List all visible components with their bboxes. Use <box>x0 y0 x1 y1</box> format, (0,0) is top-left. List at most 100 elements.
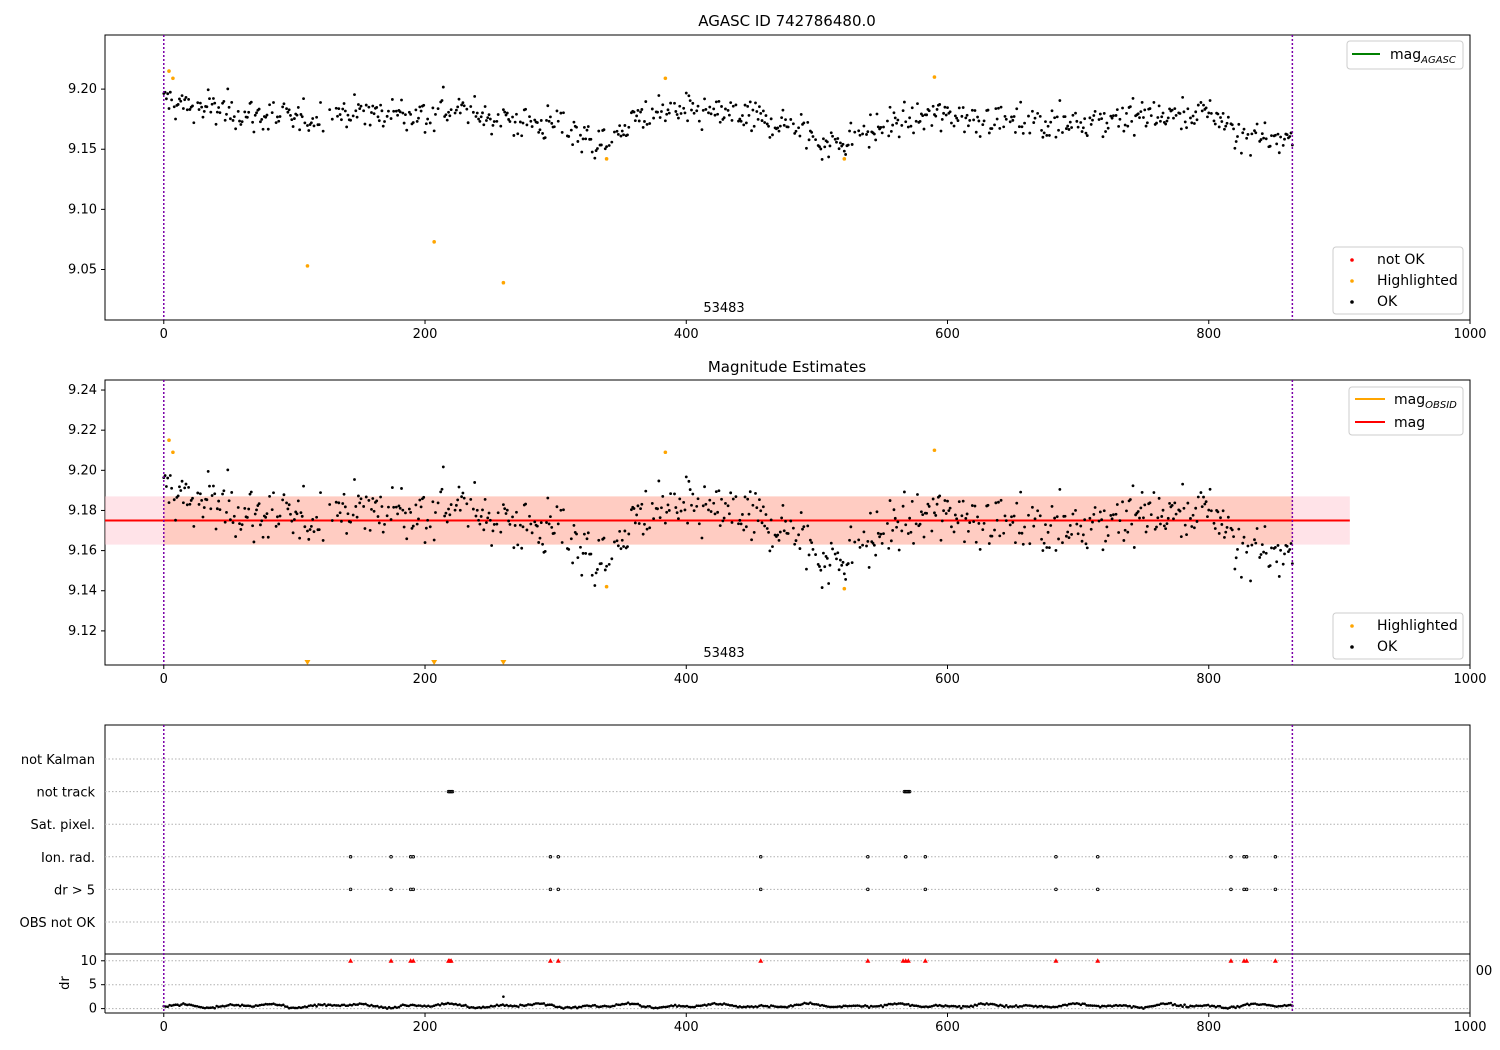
dr-point <box>554 1005 557 1009</box>
ok-point <box>1068 120 1072 124</box>
ok-point <box>752 531 756 534</box>
dr-point <box>1183 1003 1186 1006</box>
ok-point <box>1085 546 1089 550</box>
dr-point <box>718 1002 722 1006</box>
flag-point <box>1229 887 1233 892</box>
ok-point <box>278 115 282 118</box>
ok-point <box>734 495 738 499</box>
dr-point <box>1026 1004 1030 1007</box>
ok-point <box>1194 110 1198 114</box>
ok-point <box>771 545 774 549</box>
ok-point <box>1263 121 1267 125</box>
ok-point <box>626 545 629 549</box>
ok-point <box>516 543 520 547</box>
dr-point <box>840 1005 844 1009</box>
ok-point <box>359 104 363 108</box>
dr-point <box>677 1004 681 1007</box>
ok-point <box>405 128 409 132</box>
panel2-title: Magnitude Estimates <box>708 358 866 376</box>
ok-point <box>334 500 338 504</box>
ok-point <box>428 121 432 125</box>
dr-point <box>1099 1005 1102 1009</box>
ok-point <box>560 130 564 134</box>
ok-point <box>546 496 550 500</box>
ok-point <box>1181 482 1185 486</box>
dr-point <box>544 1004 548 1007</box>
ok-point <box>168 474 172 477</box>
ok-point <box>700 536 704 540</box>
ok-point <box>345 532 349 535</box>
ok-point <box>571 561 575 565</box>
ok-point <box>1148 501 1152 505</box>
ok-point <box>227 499 231 503</box>
dr-point <box>905 1003 908 1006</box>
ok-point <box>904 120 908 124</box>
ok-point <box>613 130 616 134</box>
ok-point <box>641 532 645 536</box>
ok-point <box>620 129 624 133</box>
ok-point <box>1174 512 1178 516</box>
ok-point <box>916 493 919 496</box>
ok-point <box>1058 99 1062 102</box>
dr-point <box>1022 1004 1026 1007</box>
ok-point <box>201 115 205 119</box>
ok-point <box>828 144 832 148</box>
dr-point <box>591 1004 595 1007</box>
dr-point <box>1079 1003 1083 1007</box>
ok-point <box>1287 550 1290 554</box>
ok-point <box>581 551 585 555</box>
dr-point <box>952 1004 955 1008</box>
ok-point <box>1061 131 1064 134</box>
ok-point <box>819 147 823 151</box>
ok-point <box>605 145 608 148</box>
ok-point <box>921 114 925 118</box>
ok-point <box>1138 116 1141 120</box>
dr-point <box>299 1006 303 1010</box>
ytick-label: 9.16 <box>68 544 97 559</box>
dr-over-threshold-marker <box>1053 958 1059 963</box>
ok-point <box>810 131 814 134</box>
dr-point <box>619 1003 622 1007</box>
ok-point <box>599 143 603 147</box>
dr-point <box>673 1003 677 1007</box>
ok-point <box>630 508 633 512</box>
highlighted-point <box>171 76 175 81</box>
ok-point <box>209 110 213 114</box>
dr-point <box>1138 1006 1141 1010</box>
dr-point <box>348 1003 352 1007</box>
dr-point <box>809 1001 812 1004</box>
ok-point <box>667 509 671 512</box>
ok-point <box>265 113 269 117</box>
dr-point <box>1044 1005 1047 1008</box>
dr-point <box>863 1004 867 1007</box>
dr-point <box>252 1005 256 1008</box>
dr-point <box>560 1006 563 1010</box>
ok-point <box>1079 121 1083 124</box>
dr-point <box>266 1003 269 1006</box>
ok-point <box>925 113 929 117</box>
ok-point <box>678 104 682 108</box>
ok-point <box>616 544 620 548</box>
ok-point <box>663 521 667 525</box>
ok-point <box>268 103 271 107</box>
ok-point <box>436 501 440 505</box>
ok-point <box>837 568 841 572</box>
dr-point <box>744 1005 748 1009</box>
ok-point <box>840 563 844 567</box>
ok-point <box>722 516 726 520</box>
dr-point <box>278 1003 281 1007</box>
ok-point <box>657 479 661 483</box>
ok-point <box>547 522 551 526</box>
dr-point <box>442 1002 446 1006</box>
ok-point <box>503 507 507 511</box>
ok-point <box>835 557 838 561</box>
ok-point <box>918 522 922 526</box>
ok-point <box>367 499 371 502</box>
stray-tick-fragment: 00 <box>1476 964 1493 979</box>
ok-point <box>849 121 853 125</box>
ok-point <box>1047 546 1051 550</box>
ok-point <box>916 102 919 106</box>
ok-point <box>1234 140 1238 143</box>
ok-point <box>1270 134 1273 137</box>
